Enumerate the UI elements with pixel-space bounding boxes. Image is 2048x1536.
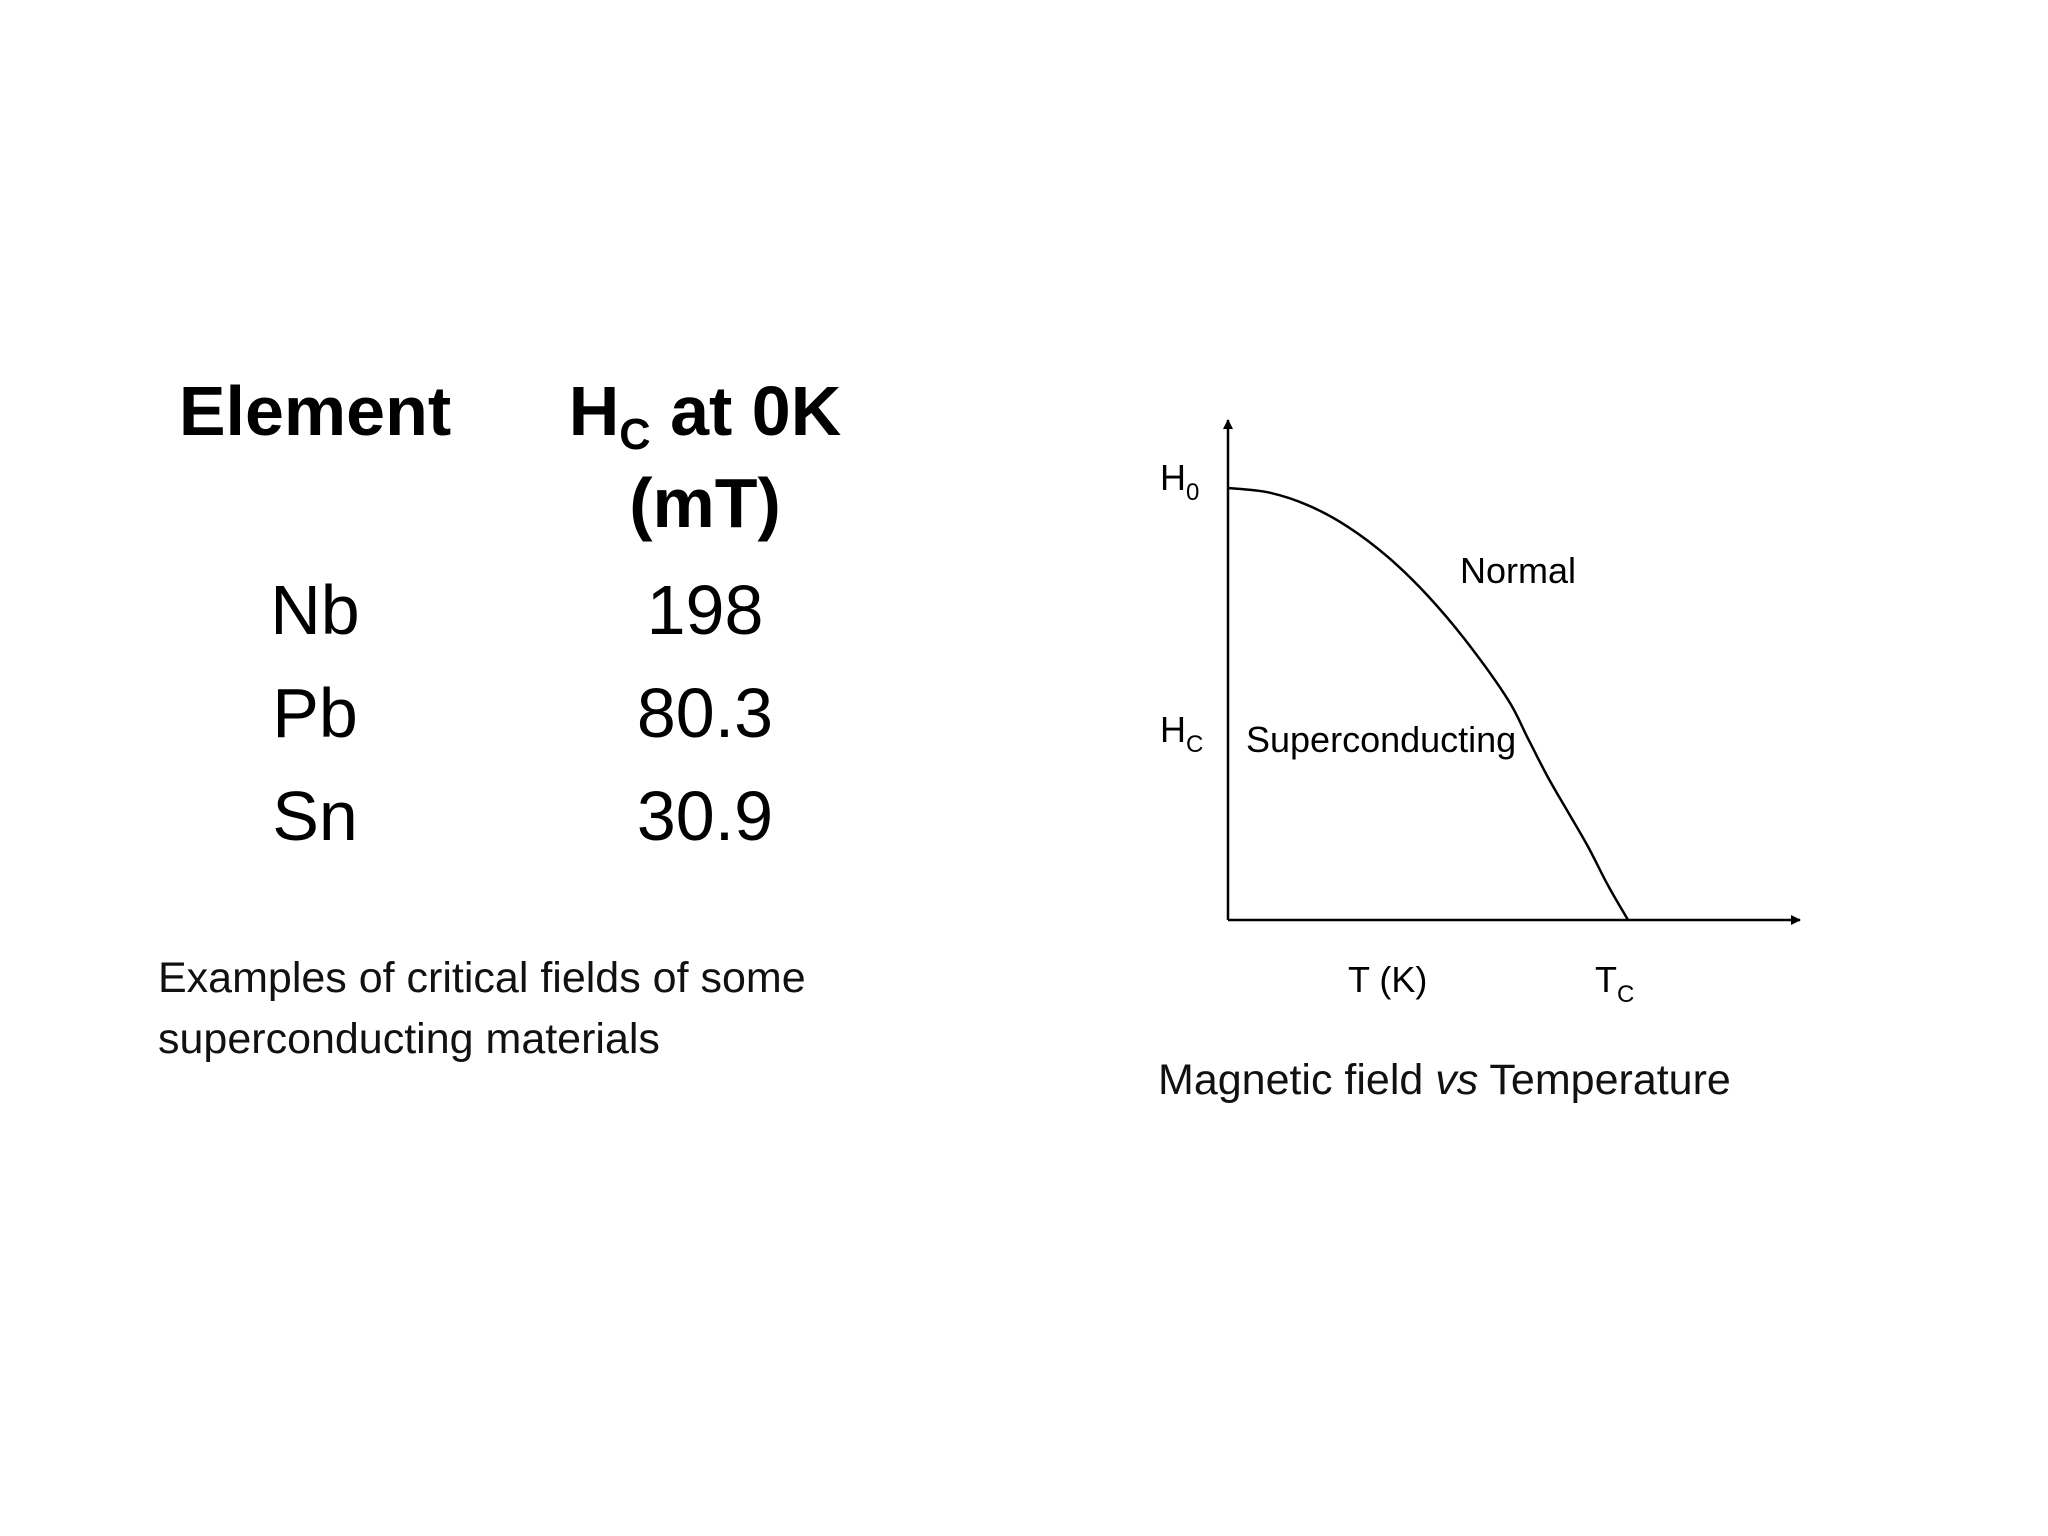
header-hc-rest: at 0K: [650, 372, 842, 450]
figure-caption: Magnetic field vs Temperature: [1158, 1050, 1731, 1111]
table-cell-value: 80.3: [636, 674, 774, 752]
region-label-normal: Normal: [1460, 550, 1576, 591]
figure-caption-pre: Magnetic field: [1158, 1056, 1436, 1104]
x-axis-label: T (K): [1348, 959, 1427, 1000]
y-tick-h0-subscript: 0: [1186, 479, 1199, 506]
y-tick-hc-symbol: H: [1160, 709, 1186, 750]
x-tick-tc-symbol: T: [1595, 959, 1617, 1000]
figure-caption-post: Temperature: [1478, 1056, 1731, 1104]
x-tick-tc-subscript: C: [1617, 981, 1634, 1008]
header-critical-field: HC at 0K: [535, 370, 875, 462]
critical-field-table: Element HC at 0K (mT) Nb 198 Pb 80.3 Sn …: [140, 370, 920, 855]
region-label-superconducting: Superconducting: [1246, 719, 1516, 760]
table-cell-element: Pb: [272, 674, 358, 752]
header-hc-subscript: C: [619, 410, 651, 459]
critical-field-curve: [1227, 486, 1630, 921]
table-cell-value: 30.9: [636, 777, 774, 855]
table-caption-line-1: Examples of critical fields of some: [158, 954, 806, 1002]
y-tick-hc-subscript: C: [1186, 731, 1203, 758]
y-tick-h0: H0: [1160, 457, 1199, 506]
header-hc-symbol: H: [568, 372, 620, 450]
table-caption: Examples of critical fields of some supe…: [158, 948, 918, 1070]
x-tick-tc: TC: [1595, 959, 1634, 1008]
phase-diagram: H0 HC Normal Superconducting T (K) TC: [1160, 419, 1801, 1008]
table-cell-element: Sn: [272, 777, 358, 855]
figure-caption-em: vs: [1435, 1056, 1479, 1104]
header-element-label: Element: [178, 372, 452, 450]
header-unit: (mT): [535, 462, 875, 544]
table-cell-element: Nb: [270, 571, 360, 649]
y-tick-h0-symbol: H: [1160, 457, 1186, 498]
header-element: Element: [140, 370, 490, 452]
table-caption-line-2: superconducting materials: [158, 1015, 660, 1063]
table-cell-value: 198: [646, 571, 764, 649]
y-tick-hc: HC: [1160, 709, 1203, 758]
header-unit-label: (mT): [629, 464, 781, 542]
